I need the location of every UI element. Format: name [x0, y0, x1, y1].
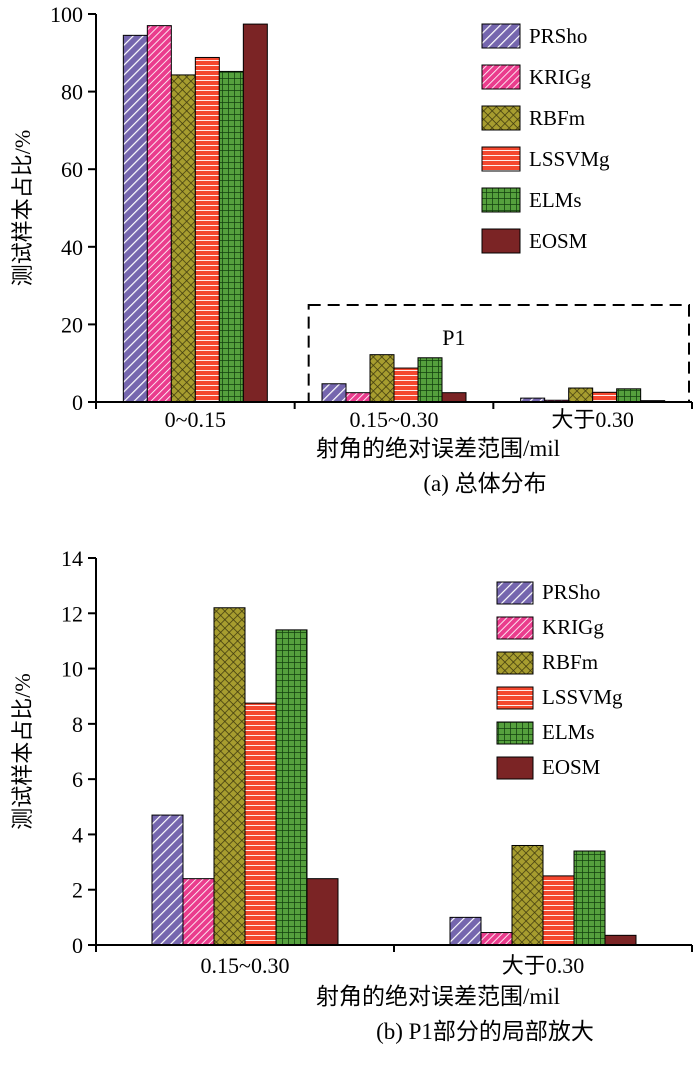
legend-label-RBFm: RBFm — [529, 106, 585, 130]
y-tick-label: 6 — [72, 767, 83, 792]
legend-swatch-EOSM — [496, 756, 534, 780]
legend-label-KRIGg: KRIGg — [542, 615, 604, 639]
axes — [88, 13, 693, 409]
legend-swatch-LSSVMg — [496, 686, 534, 710]
y-tick-label: 0 — [72, 933, 83, 958]
y-tick-label: 14 — [61, 546, 83, 571]
legend-label-RBFm: RBFm — [542, 650, 598, 674]
chart-b-caption: (b) P1部分的局部放大 — [376, 1019, 594, 1044]
y-tick-label: 60 — [61, 157, 83, 182]
bars-group — [122, 23, 666, 403]
y-axis-title: 测试样本占比/% — [10, 673, 35, 829]
x-tick-label: 大于0.30 — [502, 953, 585, 978]
bar-RBFm-cat0 — [170, 74, 196, 403]
bar-LSSVMg-cat0 — [244, 702, 277, 946]
bar-PRSho-cat1 — [321, 383, 347, 403]
legend-swatch-LSSVMg — [481, 146, 521, 172]
y-tick-label: 8 — [72, 712, 83, 737]
bar-ELMs-cat2 — [616, 388, 642, 403]
legend-swatch-KRIGg — [481, 64, 521, 90]
y-tick-label: 20 — [61, 312, 83, 337]
legend-label-ELMs: ELMs — [529, 188, 582, 212]
y-tick-label: 12 — [61, 601, 83, 626]
chart-a-caption: (a) 总体分布 — [423, 471, 547, 496]
bar-PRSho-cat0 — [151, 814, 184, 946]
x-tick-label: 大于0.30 — [551, 407, 634, 432]
legend-swatch-KRIGg — [496, 616, 534, 640]
bar-RBFm-cat1 — [369, 354, 395, 403]
legend-swatch-ELMs — [481, 187, 521, 213]
y-tick-label: 10 — [61, 657, 83, 682]
y-tick-label: 4 — [72, 822, 83, 847]
y-tick-label: 0 — [72, 390, 83, 415]
bar-LSSVMg-cat2 — [592, 391, 618, 403]
bar-PRSho-cat0 — [122, 34, 148, 403]
bar-RBFm-cat2 — [568, 387, 594, 403]
bar-EOSM-cat0 — [306, 878, 339, 946]
chart-b-x-axis-title: 射角的绝对误差范围/mil — [315, 984, 561, 1009]
legend-label-ELMs: ELMs — [542, 720, 595, 744]
chart-a-block: P1 0 20 40 60 80 100 0~0.15 0.15~0.30 大于0.30 测试样本占… — [0, 0, 700, 504]
axes — [88, 557, 693, 952]
bar-ELMs-cat0 — [218, 70, 244, 403]
x-tick-label: 0.15~0.30 — [201, 953, 290, 978]
y-tick-label: 2 — [72, 878, 83, 903]
bar-EOSM-cat1 — [441, 392, 467, 403]
chart-a-x-axis-title: 射角的绝对误差范围/mil — [315, 436, 561, 461]
bar-KRIGg-cat1 — [345, 392, 371, 403]
legend-label-EOSM: EOSM — [542, 755, 601, 779]
chart-b-block: 0 2 4 6 8 10 12 14 0.15~0.30 大于0.30 测试样本占比/% PRSho K… — [0, 530, 700, 1052]
legend-swatch-EOSM — [481, 228, 521, 254]
bars-group — [151, 607, 637, 946]
bar-EOSM-cat1 — [604, 934, 637, 946]
legend-swatch-PRSho — [481, 23, 521, 49]
legend-label-EOSM: EOSM — [529, 229, 588, 253]
bar-EOSM-cat0 — [242, 23, 268, 403]
legend: PRSho KRIGg RBFm LSSVMg ELMs EOSM — [496, 580, 623, 780]
legend-swatch-RBFm — [496, 651, 534, 675]
legend-label-LSSVMg: LSSVMg — [542, 685, 623, 709]
legend-label-PRSho: PRSho — [529, 24, 587, 48]
bar-KRIGg-cat1 — [480, 932, 513, 946]
y-axis-title: 测试样本占比/% — [10, 130, 35, 286]
bar-RBFm-cat0 — [213, 607, 246, 946]
bar-ELMs-cat0 — [275, 629, 308, 946]
legend-swatch-ELMs — [496, 721, 534, 745]
bar-KRIGg-cat0 — [146, 25, 172, 403]
legend: PRSho KRIGg RBFm LSSVMg ELMs EOSM — [481, 23, 610, 254]
bar-PRSho-cat1 — [449, 916, 482, 946]
x-tick-label: 0~0.15 — [165, 407, 226, 432]
bar-ELMs-cat1 — [417, 357, 443, 403]
p1-annotation-label: P1 — [442, 325, 465, 350]
legend-swatch-PRSho — [496, 581, 534, 605]
bar-KRIGg-cat0 — [182, 878, 215, 946]
chart-b-canvas: 0 2 4 6 8 10 12 14 0.15~0.30 大于0.30 测试样本占比/% PRSho K… — [10, 546, 693, 978]
y-tick-label: 80 — [61, 80, 83, 105]
legend-label-PRSho: PRSho — [542, 580, 600, 604]
chart-a-canvas: P1 0 20 40 60 80 100 0~0.15 0.15~0.30 大于0.30 测试样本占… — [10, 2, 693, 432]
legend-label-KRIGg: KRIGg — [529, 65, 591, 89]
p1-dashed-box — [307, 304, 690, 403]
bar-LSSVMg-cat1 — [393, 367, 419, 403]
legend-swatch-RBFm — [481, 105, 521, 131]
y-tick-label: 100 — [50, 2, 83, 27]
bar-RBFm-cat1 — [511, 844, 544, 946]
y-tick-label: 40 — [61, 235, 83, 260]
bar-ELMs-cat1 — [573, 850, 606, 946]
legend-label-LSSVMg: LSSVMg — [529, 147, 610, 171]
x-tick-label: 0.15~0.30 — [350, 407, 439, 432]
bar-LSSVMg-cat1 — [542, 875, 575, 946]
bar-LSSVMg-cat0 — [194, 56, 220, 403]
